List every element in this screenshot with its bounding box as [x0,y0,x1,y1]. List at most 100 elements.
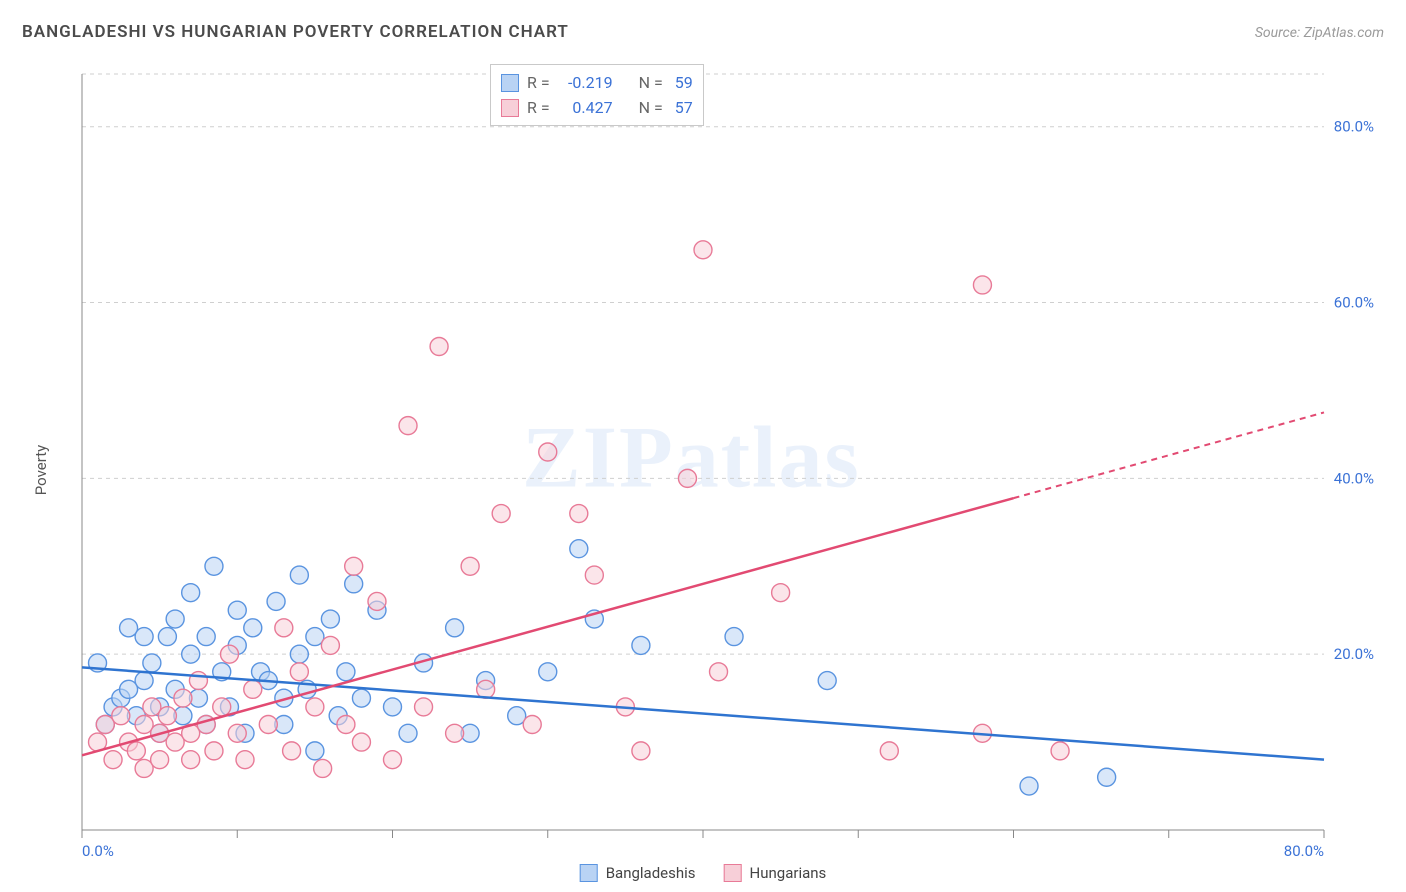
scatter-plot: ZIPatlas0.0%80.0%20.0%40.0%60.0%80.0% [52,56,1384,884]
data-point-hungarians [1051,742,1069,760]
data-point-hungarians [174,689,192,707]
y-tick-label: 80.0% [1334,118,1374,136]
chart-area: Poverty ZIPatlas0.0%80.0%20.0%40.0%60.0%… [22,56,1384,884]
data-point-hungarians [104,751,122,769]
data-point-bangladeshis [228,601,246,619]
data-point-bangladeshis [166,610,184,628]
data-point-hungarians [368,592,386,610]
data-point-hungarians [158,707,176,725]
legend-swatch [724,864,742,882]
data-point-hungarians [189,672,207,690]
legend-item: Bangladeshis [580,864,696,882]
x-tick-label: 0.0% [82,842,114,860]
data-point-hungarians [772,584,790,602]
data-point-hungarians [321,636,339,654]
stats-swatch [501,99,519,117]
data-point-hungarians [430,338,448,356]
correlation-stats-box: R =-0.219N = 59R = 0.427 N = 57 [490,64,704,126]
n-value: 57 [671,96,693,121]
r-label: R = [527,71,550,96]
data-point-bangladeshis [1098,768,1116,786]
data-point-hungarians [585,566,603,584]
data-point-bangladeshis [290,645,308,663]
stats-row-bangladeshis: R =-0.219N = 59 [501,71,693,96]
source-prefix: Source: [1255,25,1304,41]
data-point-hungarians [314,759,332,777]
data-point-bangladeshis [399,724,417,742]
chart-title: BANGLADESHI VS HUNGARIAN POVERTY CORRELA… [22,22,569,42]
data-point-hungarians [710,663,728,681]
legend-swatch [580,864,598,882]
source-attribution: Source: ZipAtlas.com [1255,25,1384,41]
n-label: N = [639,96,663,121]
data-point-bangladeshis [384,698,402,716]
r-value: 0.427 [558,96,613,121]
n-value: 59 [671,71,693,96]
data-point-bangladeshis [632,636,650,654]
data-point-bangladeshis [1020,777,1038,795]
data-point-bangladeshis [306,742,324,760]
data-point-hungarians [523,716,541,734]
stats-swatch [501,74,519,92]
data-point-bangladeshis [197,628,215,646]
data-point-bangladeshis [182,645,200,663]
data-point-hungarians [112,707,130,725]
legend-item: Hungarians [724,864,827,882]
r-label: R = [527,96,550,121]
data-point-hungarians [283,742,301,760]
data-point-bangladeshis [182,584,200,602]
data-point-hungarians [461,557,479,575]
data-point-hungarians [694,241,712,259]
y-axis-label: Poverty [32,445,50,495]
data-point-hungarians [205,742,223,760]
data-point-hungarians [259,716,277,734]
legend-label: Bangladeshis [606,864,696,882]
data-point-bangladeshis [725,628,743,646]
data-point-hungarians [492,505,510,523]
trend-line-hungarians [82,498,1014,755]
legend-label: Hungarians [750,864,827,882]
data-point-hungarians [236,751,254,769]
y-tick-label: 60.0% [1334,294,1374,312]
y-tick-label: 20.0% [1334,645,1374,663]
stats-row-hungarians: R = 0.427 N = 57 [501,96,693,121]
y-tick-label: 40.0% [1334,469,1374,487]
data-point-hungarians [290,663,308,681]
x-tick-label: 80.0% [1284,842,1324,860]
data-point-hungarians [213,698,231,716]
data-point-bangladeshis [267,592,285,610]
data-point-bangladeshis [205,557,223,575]
data-point-bangladeshis [244,619,262,637]
trend-line-bangladeshis [82,667,1324,759]
data-point-hungarians [415,698,433,716]
data-point-hungarians [973,276,991,294]
data-point-hungarians [446,724,464,742]
data-point-hungarians [678,469,696,487]
data-point-bangladeshis [818,672,836,690]
data-point-bangladeshis [345,575,363,593]
source-name: ZipAtlas.com [1304,25,1384,41]
data-point-hungarians [539,443,557,461]
data-point-bangladeshis [290,566,308,584]
data-point-bangladeshis [143,654,161,672]
data-point-hungarians [220,645,238,663]
data-point-hungarians [127,742,145,760]
data-point-hungarians [306,698,324,716]
data-point-hungarians [345,557,363,575]
data-point-hungarians [570,505,588,523]
chart-header: BANGLADESHI VS HUNGARIAN POVERTY CORRELA… [22,22,1384,42]
data-point-hungarians [384,751,402,769]
trend-line-dashed-hungarians [1014,412,1325,498]
data-point-hungarians [151,751,169,769]
data-point-bangladeshis [135,672,153,690]
data-point-bangladeshis [321,610,339,628]
data-point-hungarians [337,716,355,734]
data-point-bangladeshis [158,628,176,646]
data-point-hungarians [275,619,293,637]
data-point-hungarians [880,742,898,760]
data-point-bangladeshis [135,628,153,646]
n-label: N = [639,71,663,96]
data-point-hungarians [228,724,246,742]
data-point-hungarians [182,751,200,769]
legend-bottom: Bangladeshis Hungarians [580,864,827,882]
